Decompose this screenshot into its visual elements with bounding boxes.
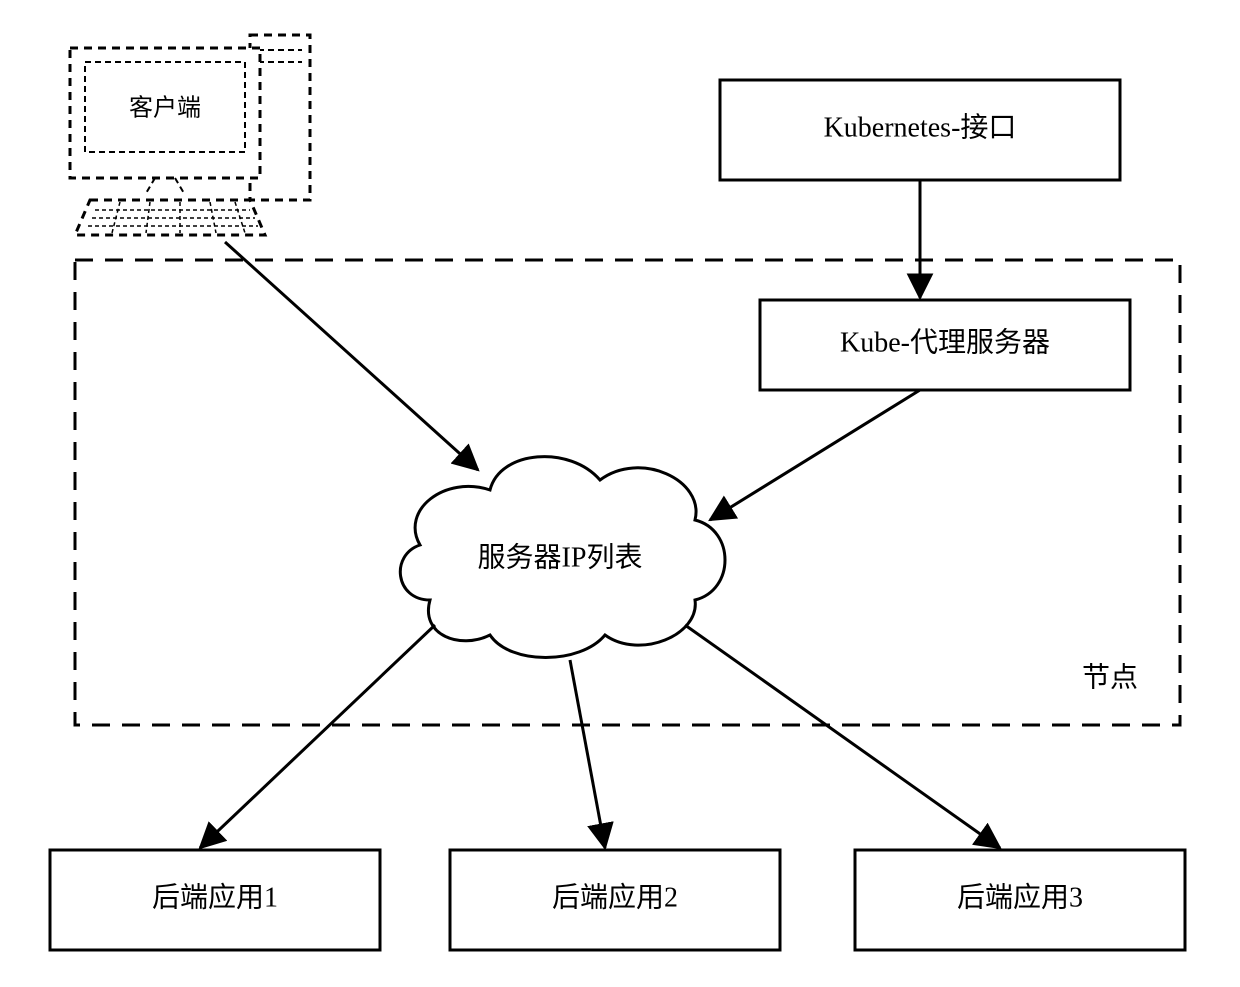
node-container-label: 节点	[1082, 661, 1138, 693]
backend3-label: 后端应用3	[957, 881, 1083, 913]
k8s-api-label: Kubernetes-接口	[824, 111, 1017, 143]
edge-ip_list-to-backend2	[570, 660, 605, 848]
edge-client-to-ip_list	[225, 242, 478, 470]
architecture-diagram: 节点 Kubernetes-接口 Kube-代理服务器 客户端 服务器IP列表	[0, 0, 1240, 987]
ip-list-label: 服务器IP列表	[478, 541, 643, 573]
ip-list-cloud: 服务器IP列表	[400, 457, 725, 658]
kube-proxy-label: Kube-代理服务器	[840, 326, 1050, 358]
client-computer-icon: 客户端	[70, 35, 310, 235]
backend2-label: 后端应用2	[552, 881, 678, 913]
edge-ip_list-to-backend1	[200, 625, 435, 848]
client-label: 客户端	[129, 95, 201, 122]
edge-ip_list-to-backend3	[685, 625, 1000, 848]
backend1-label: 后端应用1	[152, 881, 278, 913]
edge-kube_proxy-to-ip_list	[710, 390, 920, 520]
